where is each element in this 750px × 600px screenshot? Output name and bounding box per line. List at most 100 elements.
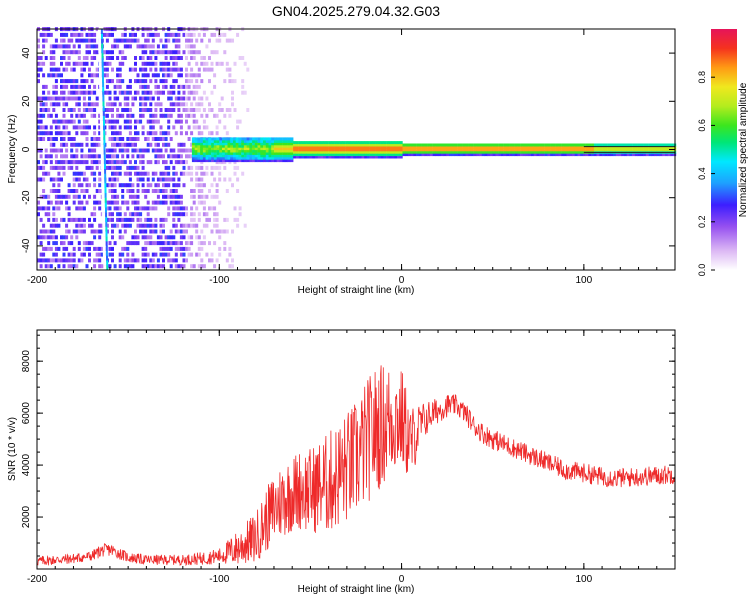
- band-cell: [459, 148, 463, 152]
- heat-cell: [105, 38, 109, 43]
- heat-cell: [47, 154, 51, 159]
- band-cell: [659, 143, 663, 147]
- heat-cell: [154, 102, 158, 107]
- band-cell: [509, 145, 513, 149]
- heat-cell: [85, 189, 89, 193]
- heat-cell: [200, 177, 204, 182]
- heat-cell: [146, 73, 150, 78]
- band-cell: [528, 153, 532, 157]
- heat-cell: [93, 108, 97, 112]
- heat-cell: [174, 223, 178, 228]
- heat-cell: [190, 108, 194, 112]
- band-cell: [555, 150, 559, 154]
- heat-cell: [95, 142, 99, 147]
- heat-cell: [75, 125, 79, 130]
- band-cell: [522, 150, 526, 154]
- heat-cell: [208, 241, 211, 246]
- band-cell: [372, 141, 376, 145]
- heat-cell: [82, 206, 86, 211]
- heat-cell: [126, 189, 130, 193]
- band-cell: [254, 156, 258, 160]
- heat-cell: [108, 212, 112, 217]
- heat-cell: [159, 252, 163, 257]
- band-cell: [320, 148, 324, 152]
- heat-cell: [139, 96, 143, 101]
- heat-cell: [75, 79, 79, 84]
- band-cell: [451, 148, 455, 152]
- heat-cell: [90, 142, 94, 147]
- heat-cell: [39, 229, 43, 234]
- band-cell: [246, 156, 250, 160]
- band-cell: [626, 143, 630, 147]
- heat-cell: [49, 50, 53, 55]
- band-cell: [637, 143, 641, 147]
- heat-cell: [179, 142, 183, 147]
- band-cell: [364, 145, 368, 149]
- heat-cell: [82, 131, 86, 136]
- band-cell: [667, 143, 671, 147]
- heat-cell: [243, 61, 247, 66]
- heat-cell: [146, 84, 150, 89]
- streak-cell: [104, 173, 107, 179]
- band-cell: [233, 159, 236, 163]
- band-cell: [492, 150, 496, 154]
- band-cell: [334, 145, 338, 149]
- band-cell: [550, 153, 554, 157]
- band-cell: [440, 143, 444, 147]
- heat-cell: [49, 189, 53, 193]
- heat-cell: [72, 177, 76, 182]
- band-cell: [347, 143, 351, 147]
- heat-cell: [213, 241, 217, 246]
- band-cell: [604, 145, 608, 149]
- heat-cell: [111, 50, 114, 55]
- band-cell: [293, 143, 297, 147]
- band-cell: [257, 159, 261, 163]
- heat-cell: [210, 165, 214, 170]
- heat-cell: [128, 142, 132, 147]
- heat-cell: [95, 154, 99, 159]
- heat-cell: [85, 177, 89, 182]
- heat-cell: [82, 229, 86, 234]
- heat-cell: [210, 32, 214, 37]
- heat-cell: [208, 79, 211, 84]
- heat-cell: [65, 96, 69, 101]
- heat-cell: [213, 206, 217, 211]
- heat-cell: [197, 50, 201, 55]
- band-cell: [487, 153, 491, 157]
- band-cell: [651, 153, 655, 157]
- heat-cell: [47, 212, 51, 217]
- band-cell: [227, 159, 231, 163]
- band-cell: [449, 150, 452, 154]
- heat-cell: [128, 131, 132, 136]
- band-cell: [328, 145, 332, 149]
- heat-cell: [179, 264, 183, 269]
- heat-cell: [128, 44, 132, 49]
- band-cell: [547, 153, 551, 157]
- heat-cell: [187, 148, 191, 153]
- heat-cell: [195, 252, 199, 257]
- band-cell: [492, 145, 496, 149]
- heat-cell: [128, 84, 132, 89]
- heat-cell: [72, 194, 76, 199]
- heat-cell: [118, 113, 122, 118]
- heat-cell: [154, 200, 158, 205]
- heat-cell: [149, 183, 153, 188]
- band-cell: [424, 145, 428, 149]
- heat-cell: [118, 183, 122, 188]
- heat-cell: [164, 61, 168, 66]
- heat-cell: [197, 241, 201, 246]
- heat-cell: [121, 223, 125, 228]
- heat-cell: [116, 44, 120, 49]
- band-cell: [585, 153, 589, 157]
- heat-cell: [149, 61, 153, 66]
- band-cell: [287, 144, 291, 148]
- heat-cell: [93, 200, 97, 205]
- streak-gap: [98, 53, 102, 59]
- band-cell: [265, 139, 269, 143]
- heat-cell: [141, 206, 145, 211]
- heat-cell: [123, 171, 127, 176]
- band-cell: [550, 148, 554, 152]
- heat-cell: [93, 160, 97, 165]
- heat-cell: [190, 217, 194, 222]
- band-cell: [361, 150, 365, 154]
